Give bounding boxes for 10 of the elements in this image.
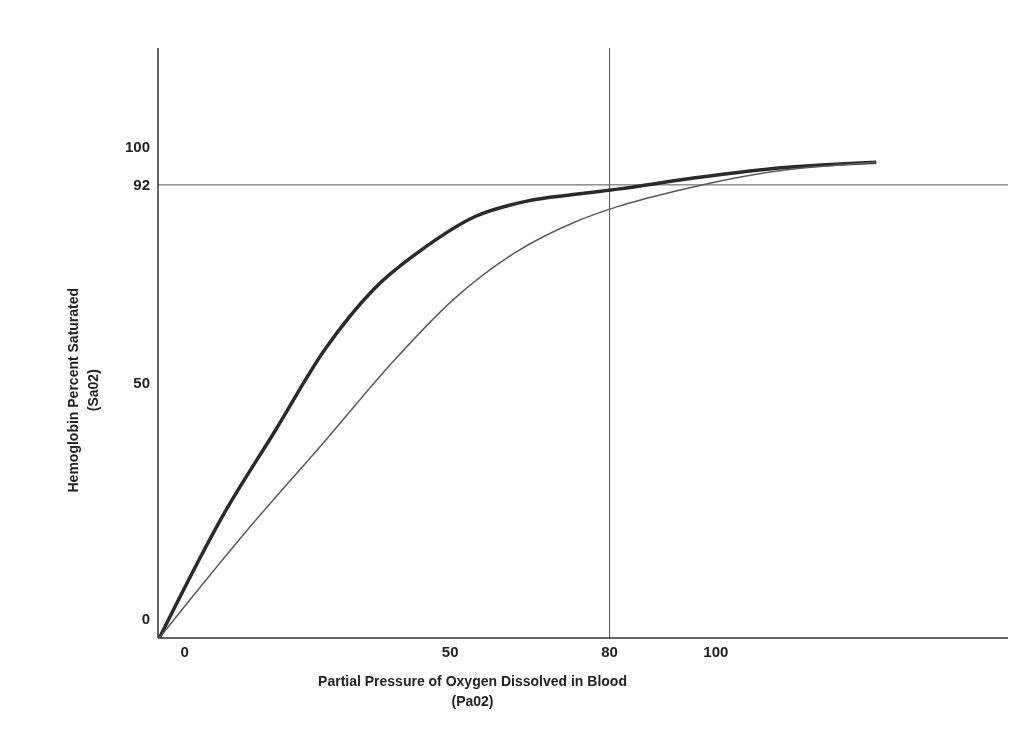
y-tick-label: 0	[141, 610, 150, 628]
x-tick-label: 80	[601, 642, 618, 660]
y-tick-label: 100	[124, 138, 150, 156]
x-tick-label: 50	[441, 642, 459, 660]
x-tick-label: 0	[180, 642, 189, 660]
y-axis-title: Hemoglobin Percent Saturated (Sa02)	[65, 287, 101, 493]
y-tick-label: 92	[133, 176, 150, 194]
x-axis-title: Partial Pressure of Oxygen Dissolved in Blood (Pa02)	[318, 673, 627, 709]
y-tick-label: 50	[133, 374, 150, 392]
x-tick-label: 100	[703, 642, 729, 660]
